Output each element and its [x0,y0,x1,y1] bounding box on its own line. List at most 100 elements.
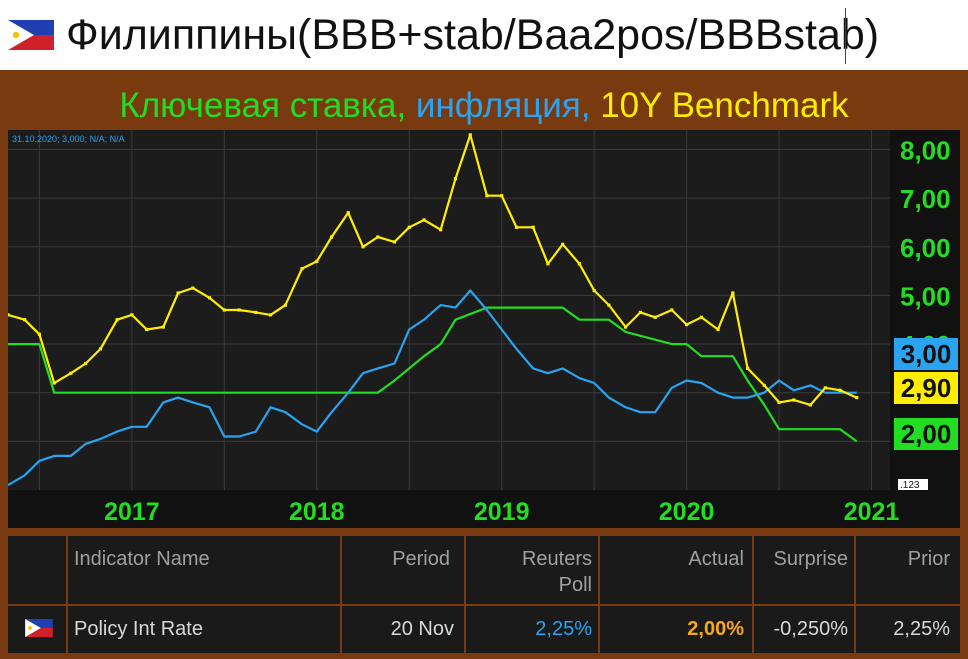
data-point-bond-10y [607,303,611,307]
y-tick-label: 5,00 [900,281,951,311]
data-point-bond-10y [161,325,165,329]
header-indicator-name: Indicator Name [74,548,210,570]
end-value-badge [894,372,958,404]
data-point-bond-10y [268,313,273,317]
philippines-flag-icon [25,619,53,637]
data-point-bond-10y [623,325,628,329]
data-point-bond-10y [254,310,258,315]
data-point-bond-10y [468,133,472,137]
data-point-bond-10y [222,308,226,312]
data-point-bond-10y [6,313,10,317]
data-point-bond-10y [699,315,703,319]
series-line-bond-10y [7,133,858,406]
data-point-bond-10y [792,398,796,402]
data-point-bond-10y [855,395,859,400]
data-point-bond-10y [653,315,657,319]
data-point-bond-10y [808,403,813,407]
line-chart: 31.10.2020; 3,000; N/A; N/A 2017 2018 2019 2… [6,130,958,526]
header-poll: Poll [558,574,592,596]
header-actual: Actual [688,548,744,570]
data-point-bond-10y [716,327,720,332]
table-col-divider [752,536,754,653]
data-point-bond-10y [439,228,443,232]
data-point-bond-10y [315,259,319,263]
end-value-label: 3,00 [901,339,952,369]
end-value-label: 2,00 [901,419,952,449]
data-point-bond-10y [300,267,304,271]
table-divider [8,604,960,606]
row-period: 20 Nov [390,618,454,640]
data-point-bond-10y [23,318,27,322]
data-point-bond-10y [670,308,674,312]
data-point-bond-10y [361,245,365,249]
table-col-divider [464,536,466,653]
end-value-badge [894,418,958,450]
table-col-divider [598,536,600,653]
page-title: Филиппины(BBB+stab/Baa2pos/BBBstab) [66,11,880,59]
data-point-bond-10y [283,303,287,307]
data-point-bond-10y [638,310,642,315]
indicator-table: Indicator Name Period Reuters Poll Actua… [8,536,960,653]
y-tick-label: 8,00 [900,135,951,165]
data-point-bond-10y [407,225,411,229]
data-point-bond-10y [98,347,103,351]
corner-small-box [898,479,928,490]
y-tick-label: 7,00 [900,184,951,214]
corner-data-label: 31.10.2020; 3,000; N/A; N/A [12,134,125,144]
end-value-badge [894,338,958,370]
data-point-bond-10y [392,240,397,244]
y-tick-label: 6,00 [900,233,951,263]
series-line-inflation [7,289,857,487]
row-prior: 2,25% [893,618,950,640]
row-actual: 2,00% [687,618,744,640]
x-tick-label: 2020 [659,498,715,526]
end-value-label: 2,90 [901,373,952,403]
x-tick-label: 2019 [474,498,530,526]
data-point-bond-10y [762,383,766,388]
data-point-bond-10y [746,366,750,370]
data-point-bond-10y [485,194,489,198]
data-point-bond-10y [84,361,88,366]
data-point-bond-10y [453,177,458,181]
data-point-bond-10y [115,318,119,322]
x-tick-label: 2017 [104,498,160,526]
series-line-policy-rate [8,306,858,443]
corner-small-label: .123 [900,480,920,491]
data-point-bond-10y [546,262,550,266]
data-point-bond-10y [514,225,519,229]
row-reuters-poll: 2,25% [535,618,592,640]
x-tick-label: 2018 [289,498,345,526]
chart-subtitle: Ключевая ставка, инфляция, 10Y Benchmark [0,76,968,136]
data-point-bond-10y [685,322,689,327]
table-col-divider [66,536,68,653]
text-cursor [845,8,846,64]
data-point-bond-10y [561,242,565,246]
header-surprise: Surprise [773,548,848,570]
philippines-flag-icon [8,20,54,50]
data-point-bond-10y [422,218,426,222]
title-bar: Филиппины(BBB+stab/Baa2pos/BBBstab) [0,0,968,70]
data-point-bond-10y [329,235,334,239]
table-col-divider [854,536,856,653]
header-reuters: Reuters [521,548,592,570]
header-period: Period [392,548,450,570]
subtitle-10y: 10Y Benchmark [600,86,849,125]
subtitle-inflation: инфляция, [415,86,591,125]
table-col-divider [340,536,342,653]
chart-panel: 31.10.2020; 3,000; N/A; N/A 2017 2018 2019 2… [6,130,960,528]
data-point-bond-10y [69,371,73,375]
data-point-bond-10y [838,388,842,392]
data-point-bond-10y [592,288,596,293]
data-point-bond-10y [500,194,504,198]
data-point-bond-10y [207,296,212,300]
data-point-bond-10y [145,327,149,332]
data-point-bond-10y [346,211,350,215]
header-prior: Prior [907,548,950,570]
row-indicator-name[interactable]: Policy Int Rate [74,618,203,640]
subtitle-policy-rate: Ключевая ставка, [119,86,407,125]
data-point-bond-10y [577,262,581,266]
data-point-bond-10y [176,291,180,295]
data-point-bond-10y [376,235,380,239]
x-tick-label: 2021 [844,498,900,526]
data-point-bond-10y [823,386,827,390]
